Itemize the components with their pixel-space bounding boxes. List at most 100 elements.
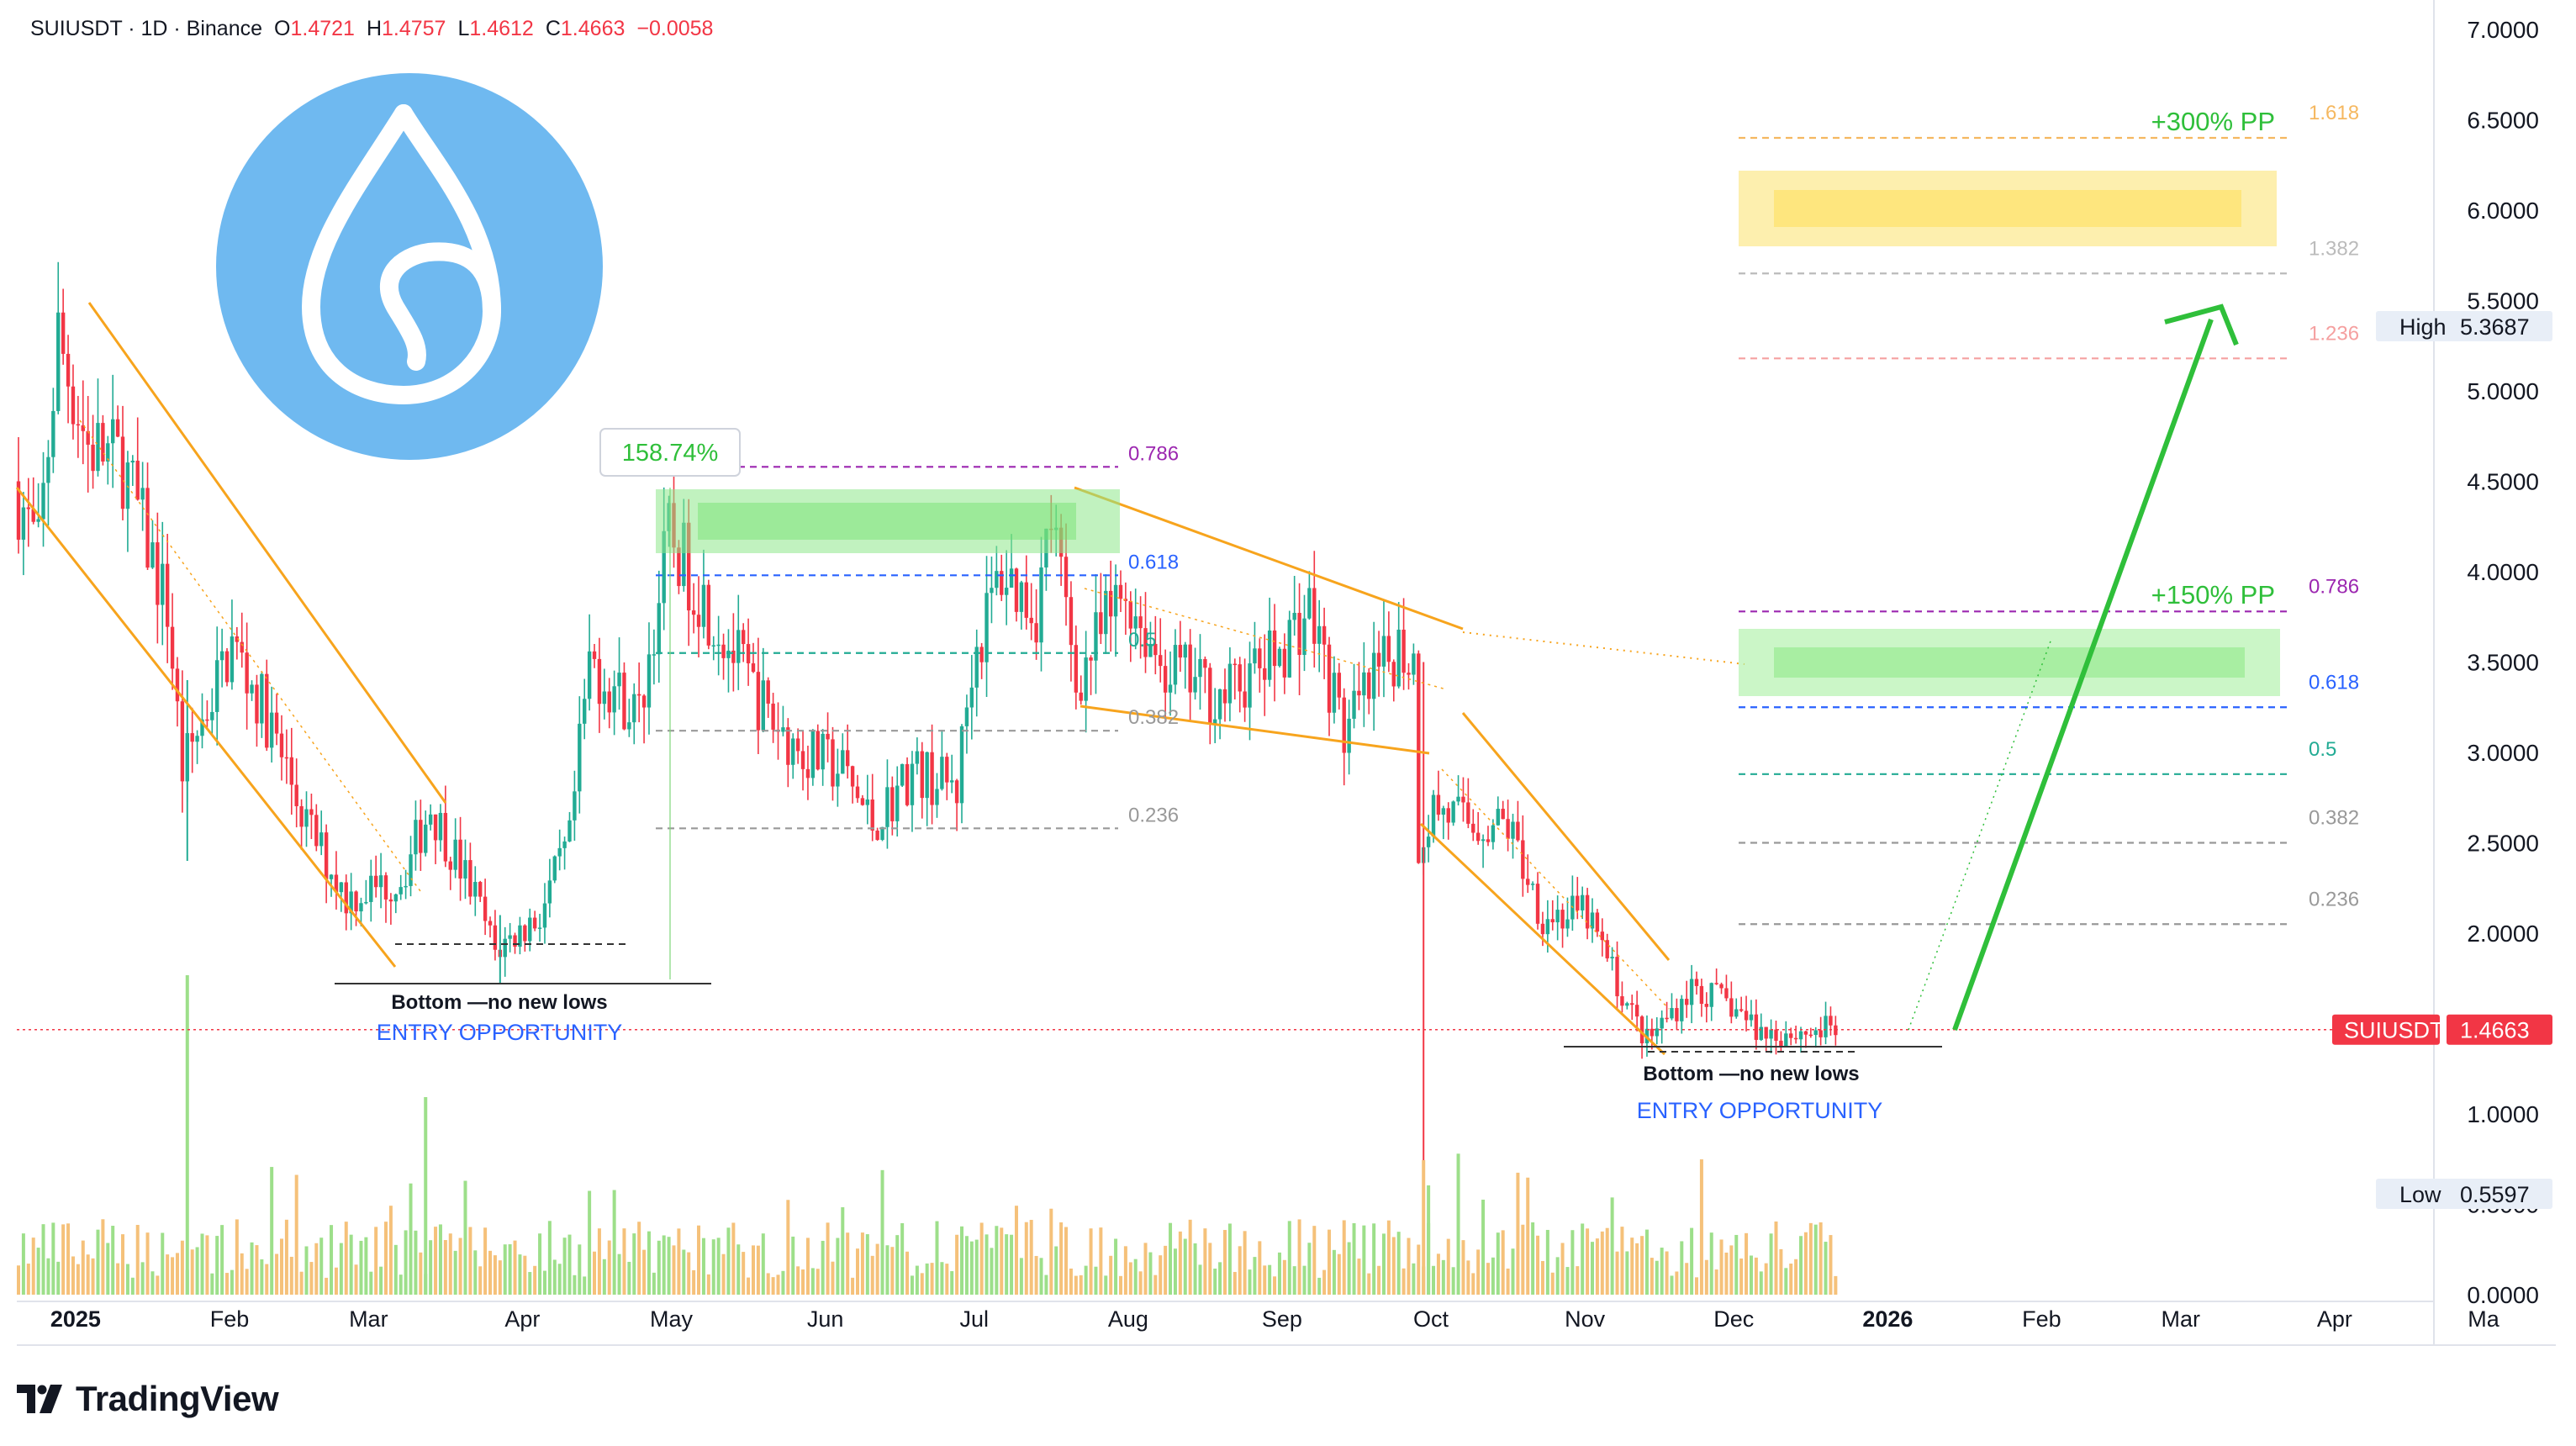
candle-body: [761, 680, 766, 731]
candle-body: [1426, 836, 1431, 847]
candle-body: [161, 563, 165, 605]
candle-body: [597, 658, 602, 705]
volume-bar: [905, 1251, 910, 1295]
candle-body: [746, 644, 751, 664]
volume-bar: [1273, 1276, 1277, 1295]
candle-body: [573, 791, 577, 821]
channel-line: [15, 487, 397, 968]
x-tick-label: Apr: [504, 1306, 540, 1332]
volume-bar: [1536, 1235, 1540, 1295]
volume-bar: [880, 1169, 884, 1295]
candle-body: [1113, 584, 1118, 617]
volume-bar: [230, 1269, 234, 1295]
volume-bar: [369, 1271, 373, 1295]
volume-bar: [443, 1240, 447, 1295]
candle-body: [592, 651, 597, 659]
chart-header: SUIUSDT · 1D · Binance O 1.4721 H 1.4757 L…: [30, 17, 713, 41]
volume-bar: [205, 1235, 209, 1295]
volume-bar: [275, 1253, 279, 1295]
volume-bar: [106, 1243, 110, 1295]
volume-bar: [796, 1266, 800, 1295]
volume-bar: [652, 1272, 656, 1295]
volume-bar: [567, 1234, 572, 1295]
channel-line: [1419, 822, 1666, 1056]
volume-bar: [547, 1221, 552, 1295]
candle-body: [299, 805, 304, 827]
candle-body: [557, 847, 562, 857]
volume-bar: [1029, 1220, 1033, 1295]
volume-bar: [731, 1222, 736, 1295]
channel-extension: [1462, 631, 1745, 665]
volume-bar: [145, 1232, 150, 1295]
candle-body: [1535, 884, 1540, 924]
volume-bar: [1759, 1271, 1763, 1295]
volume-bar: [1496, 1232, 1500, 1295]
volume-bar: [1128, 1262, 1132, 1295]
candle-body: [662, 530, 666, 604]
candle-body: [230, 636, 235, 683]
candle-body: [383, 875, 388, 900]
candle-body: [1371, 652, 1376, 699]
candle-body: [607, 691, 611, 713]
tradingview-brand[interactable]: TradingView: [17, 1379, 279, 1419]
y-tick-label: 1.0000: [2467, 1101, 2539, 1127]
volume-bar: [1794, 1259, 1798, 1295]
candle-body: [995, 571, 999, 588]
candle-body: [860, 798, 865, 805]
measure-label: 158.74%: [622, 440, 719, 467]
volume-bar: [130, 1277, 135, 1295]
candle-body: [1769, 1029, 1773, 1039]
candle-body: [399, 887, 403, 895]
candle-body: [1600, 931, 1605, 941]
volume-bar: [781, 1270, 785, 1295]
candle-body: [1739, 1009, 1744, 1011]
candle-body: [1789, 1033, 1793, 1038]
x-tick-label: Aug: [1108, 1306, 1148, 1332]
volume-bar: [1263, 1265, 1267, 1295]
candle-body: [1665, 1017, 1669, 1020]
channel-line: [87, 302, 447, 804]
low-badge: [2376, 1179, 2552, 1209]
candle-body: [215, 660, 219, 712]
candle-body: [583, 699, 587, 724]
candle-body: [1069, 597, 1074, 646]
volume-bar: [742, 1252, 746, 1295]
y-tick-label: 3.5000: [2467, 650, 2539, 676]
volume-bar: [1337, 1253, 1341, 1295]
candle-body: [1074, 645, 1079, 693]
fib-label-right: 0.786: [2309, 575, 2359, 598]
candle-body: [1108, 590, 1113, 617]
volume-bar: [945, 1264, 949, 1295]
volume-bar: [1432, 1265, 1436, 1295]
volume-bar: [1819, 1222, 1823, 1295]
candle-body: [1431, 794, 1436, 837]
candle-body: [875, 830, 879, 841]
y-tick-label: 4.0000: [2467, 559, 2539, 585]
fib-label-right: 0.5: [2309, 738, 2336, 761]
volume-bar: [334, 1267, 338, 1295]
x-tick-label: Ma: [2468, 1306, 2499, 1332]
candle-body: [1491, 825, 1496, 842]
volume-bar: [1227, 1223, 1232, 1295]
candle-body: [1014, 568, 1019, 612]
volume-bar: [478, 1266, 483, 1295]
volume-bar: [1600, 1231, 1604, 1295]
volume-bar: [359, 1240, 363, 1295]
volume-bar: [870, 1255, 874, 1295]
volume-bar-spike: [1422, 1160, 1426, 1295]
x-tick-label: Oct: [1413, 1306, 1449, 1332]
candle-body: [1000, 571, 1004, 595]
volume-bar: [1779, 1248, 1783, 1295]
candle-body: [682, 522, 686, 587]
candle-body: [1178, 645, 1183, 658]
y-tick-label: 2.0000: [2467, 921, 2539, 947]
candle-body: [1819, 1030, 1823, 1037]
volume-bar: [935, 1221, 939, 1295]
volume-bar: [245, 1269, 249, 1295]
volume-bar: [622, 1228, 626, 1295]
volume-bar: [890, 1247, 895, 1295]
high-badge-label-bg: [2376, 311, 2463, 341]
candle-body: [175, 668, 180, 702]
candle-body: [1099, 612, 1103, 635]
